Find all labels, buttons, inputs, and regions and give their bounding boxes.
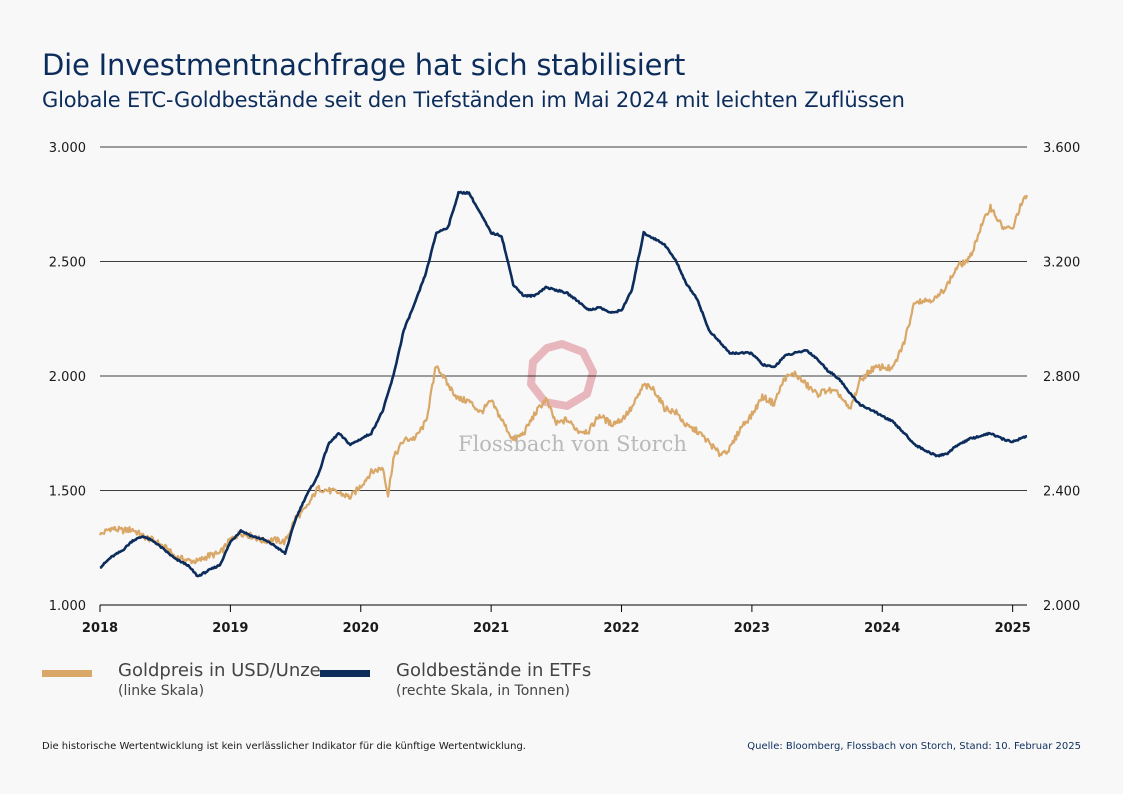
- series-layer: [98, 190, 1029, 578]
- y-left-tick-label: 1.500: [49, 485, 86, 500]
- logo-watermark-icon: [527, 340, 597, 410]
- legend-label-gold-price: Goldpreis in USD/Unze: [118, 660, 321, 681]
- y-left-tick-label: 1.000: [49, 599, 86, 614]
- legend-note-etf-holdings: (rechte Skala, in Tonnen): [396, 683, 570, 699]
- y-right-tick-label: 2.400: [1043, 485, 1080, 500]
- y-right-tick-label: 3.200: [1043, 256, 1080, 271]
- series-line-gold-price: [98, 194, 1029, 565]
- legend-swatch-gold-price: [42, 670, 92, 677]
- y-left-tick-label: 3.000: [49, 141, 86, 156]
- y-right-tick-label: 2.000: [1043, 599, 1080, 614]
- legend-item-etf-holdings: Goldbestände in ETFs (rechte Skala, in T…: [320, 660, 591, 699]
- grid-layer: [100, 146, 1027, 606]
- footer-source: Quelle: Bloomberg, Flossbach von Storch,…: [747, 741, 1081, 752]
- x-tick-label: 2019: [212, 621, 248, 636]
- legend-item-gold-price: Goldpreis in USD/Unze (linke Skala): [42, 660, 321, 699]
- footer-disclaimer: Die historische Wertentwicklung ist kein…: [42, 741, 526, 752]
- y-left-tick-label: 2.000: [49, 370, 86, 385]
- chart-title: Die Investmentnachfrage hat sich stabili…: [42, 48, 686, 82]
- y-right-tick-label: 2.800: [1043, 370, 1080, 385]
- y-left-tick-label: 2.500: [49, 256, 86, 271]
- left-axis: 1.000 1.500 2.000 2.500 3.000: [49, 141, 86, 614]
- x-tick-label: 2023: [734, 621, 770, 636]
- x-tick-label: 2020: [343, 621, 379, 636]
- chart-subtitle: Globale ETC-Goldbestände seit den Tiefst…: [42, 88, 905, 112]
- watermark-text: Flossbach von Storch: [458, 432, 687, 456]
- x-tick-label: 2018: [82, 621, 118, 636]
- x-axis: 2018 2019 2020 2021 2022 2023 2024 2025: [82, 605, 1031, 636]
- y-right-tick-label: 3.600: [1043, 141, 1080, 156]
- legend-swatch-etf-holdings: [320, 670, 370, 677]
- legend-note-gold-price: (linke Skala): [118, 683, 205, 699]
- x-tick-label: 2022: [603, 621, 639, 636]
- x-tick-label: 2024: [864, 621, 900, 636]
- x-tick-label: 2021: [473, 621, 509, 636]
- right-axis: 2.000 2.400 2.800 3.200 3.600: [1043, 141, 1080, 614]
- series-line-etf-holdings: [99, 190, 1028, 578]
- legend-label-etf-holdings: Goldbestände in ETFs: [396, 660, 592, 681]
- x-tick-label: 2025: [995, 621, 1031, 636]
